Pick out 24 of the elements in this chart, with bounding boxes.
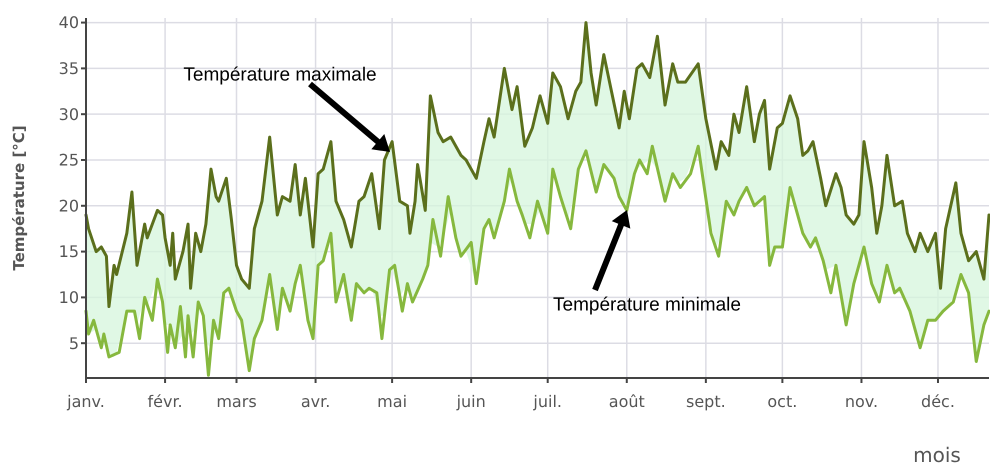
y-tick-label: 10 — [58, 288, 79, 307]
x-tick-label: mars — [216, 392, 257, 411]
y-tick-label: 20 — [58, 196, 79, 216]
y-tick-label: 40 — [58, 13, 79, 32]
x-tick-label: nov. — [844, 392, 878, 411]
x-tick-label: juil. — [532, 392, 562, 411]
x-tick-label: oct. — [767, 392, 798, 411]
y-tick-label: 35 — [58, 58, 79, 78]
x-tick-label: avr. — [300, 392, 330, 411]
x-tick-label: août — [608, 392, 645, 411]
y-tick-label: 25 — [58, 150, 79, 170]
y-axis-title: Température [°C] — [10, 125, 28, 271]
x-axis-title: mois — [913, 443, 961, 467]
x-tick-label: sept. — [686, 392, 726, 411]
y-tick-label: 5 — [68, 334, 79, 353]
x-tick-label: déc. — [921, 392, 955, 411]
y-tick-label: 30 — [58, 104, 79, 124]
x-tick-label: juin — [456, 392, 486, 411]
annotation: Température maximale — [183, 64, 377, 86]
x-tick-label: janv. — [66, 392, 105, 411]
x-tick-label: févr. — [148, 392, 183, 411]
y-tick-label: 15 — [58, 242, 79, 262]
annotation: Température minimale — [553, 294, 741, 316]
x-tick-label: mai — [377, 392, 408, 411]
